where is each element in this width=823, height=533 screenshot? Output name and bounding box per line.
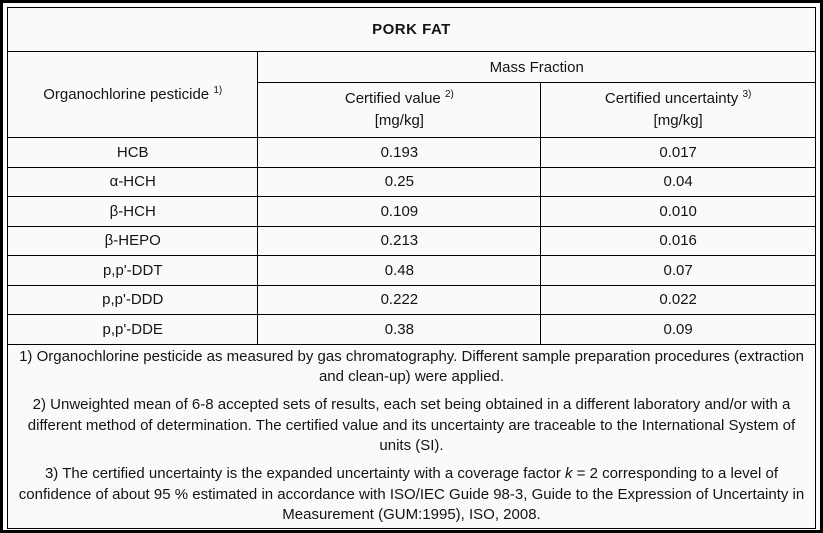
certified-value: 0.48	[257, 255, 542, 286]
certified-uncertainty-header-line: Certified uncertainty 3)	[545, 88, 811, 110]
footnotes-section: 1) Organochlorine pesticide as measured …	[7, 343, 816, 529]
coverage-factor-k: k	[564, 465, 573, 483]
table-row: p,p'-DDE 0.38 0.09	[6, 314, 816, 345]
pork-fat-table: PORK FAT Organochlorine pesticide 1) Mas…	[6, 7, 816, 529]
table-row: p,p'-DDT 0.48 0.07	[6, 255, 816, 286]
footnote-marker-2: 2)	[444, 89, 454, 101]
footnote-marker-3: 3)	[742, 89, 752, 101]
footnote-1: 1) Organochlorine pesticide as measured …	[19, 347, 804, 385]
certified-uncertainty-label: Certified uncertainty	[604, 90, 739, 108]
footnote-3-pre: 3) The certified uncertainty is the expa…	[44, 465, 565, 483]
column-header-pesticide: Organochlorine pesticide 1)	[6, 51, 259, 138]
title-row: PORK FAT	[7, 7, 816, 52]
table-row: α-HCH 0.25 0.04	[6, 166, 816, 197]
certified-uncertainty: 0.016	[540, 225, 816, 256]
certified-value: 0.25	[257, 166, 542, 197]
footnote-3: 3) The certified uncertainty is the expa…	[12, 464, 811, 525]
table-row: p,p'-DDD 0.222 0.022	[6, 284, 816, 315]
certified-value: 0.38	[257, 314, 542, 345]
certified-uncertainty: 0.017	[540, 137, 816, 168]
pesticide-name: p,p'-DDT	[6, 255, 259, 286]
certified-uncertainty: 0.022	[540, 284, 816, 315]
certified-uncertainty: 0.07	[540, 255, 816, 286]
column-header-pesticide-label: Organochlorine pesticide	[43, 85, 210, 103]
footnote-2: 2) Unweighted mean of 6-8 accepted sets …	[27, 396, 796, 455]
table-row: HCB 0.193 0.017	[6, 137, 816, 168]
footnote-marker-1: 1)	[213, 84, 223, 96]
certified-value-label: Certified value	[344, 90, 441, 108]
page-title: PORK FAT	[7, 7, 816, 52]
pesticide-name: p,p'-DDE	[6, 314, 259, 345]
certified-value-header-line: Certified value 2)	[262, 88, 536, 110]
certified-uncertainty: 0.04	[540, 166, 816, 197]
column-header-certified-uncertainty: Certified uncertainty 3) [mg/kg]	[540, 82, 816, 138]
certified-uncertainty: 0.09	[540, 314, 816, 345]
certified-value: 0.213	[257, 225, 542, 256]
column-header-row: Certified value 2) [mg/kg] Certified unc…	[8, 82, 816, 138]
certified-value: 0.109	[257, 196, 542, 227]
footnotes-row: 1) Organochlorine pesticide as measured …	[7, 343, 816, 529]
group-header-row: Organochlorine pesticide 1) Mass Fractio…	[6, 51, 816, 138]
column-header-certified-value: Certified value 2) [mg/kg]	[257, 82, 542, 138]
table-row: β-HEPO 0.213 0.016	[6, 225, 816, 256]
pesticide-name: HCB	[6, 137, 259, 168]
pesticide-name: β-HCH	[6, 196, 259, 227]
table-row: β-HCH 0.109 0.010	[6, 196, 816, 227]
certified-value: 0.222	[257, 284, 542, 315]
pesticide-name: α-HCH	[6, 166, 259, 197]
certified-value-unit: [mg/kg]	[374, 112, 424, 129]
footnote-3-post: = 2 corresponding to a level of confiden…	[18, 465, 805, 524]
group-header-mass-fraction: Mass Fraction	[257, 51, 816, 83]
certified-uncertainty: 0.010	[540, 196, 816, 227]
certified-value: 0.193	[257, 137, 542, 168]
pesticide-name: β-HEPO	[6, 225, 259, 256]
pesticide-name: p,p'-DDD	[6, 284, 259, 315]
certified-uncertainty-unit: [mg/kg]	[653, 112, 703, 129]
